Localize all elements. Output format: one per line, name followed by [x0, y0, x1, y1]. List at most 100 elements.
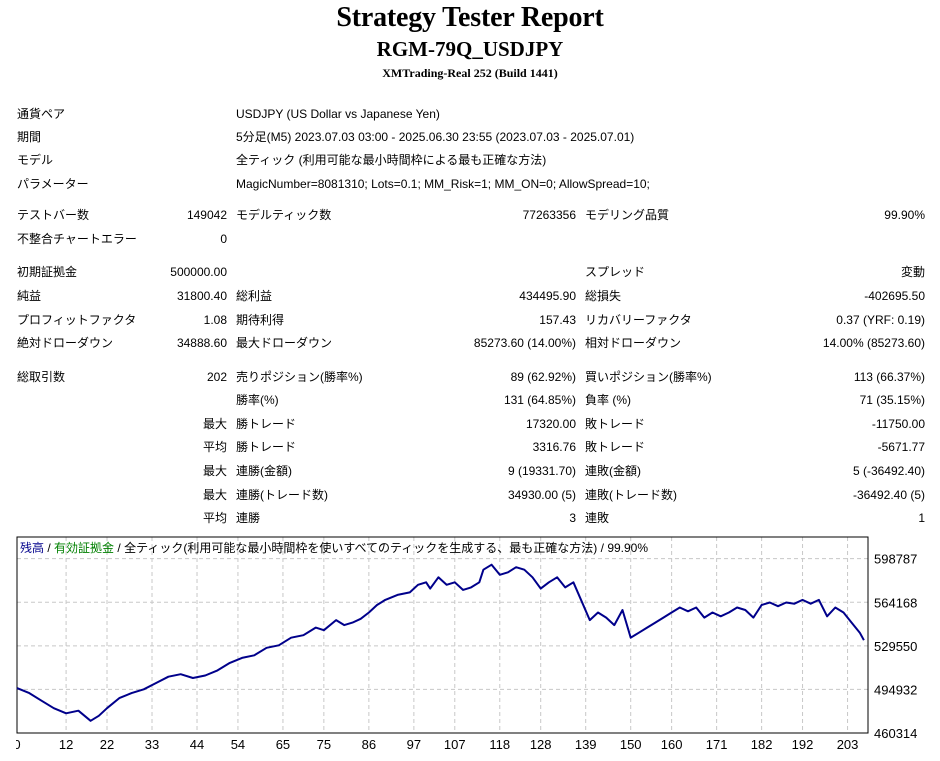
avg-win-label: 勝トレード [236, 440, 297, 454]
avg-prefix: 平均 [202, 440, 227, 454]
gross-profit-value: 434495.90 [519, 289, 576, 303]
avg-win-value: 3316.76 [532, 440, 576, 454]
bars-value: 149042 [186, 208, 227, 222]
x-tick-label: 22 [100, 737, 114, 752]
period-label: 期間 [17, 130, 42, 144]
x-tick-label: 12 [59, 737, 73, 752]
cl-trades-value: -36492.40 (5) [852, 488, 925, 502]
ticks-label: モデルティック数 [236, 208, 332, 222]
max-prefix-3: 最大 [202, 488, 227, 502]
pf-label: プロフィットファクタ [17, 313, 137, 327]
x-tick-label: 160 [661, 737, 683, 752]
legend-model: 全ティック(利用可能な最小時間枠を使いすべてのティックを生成する、最も正確な方法… [124, 540, 597, 555]
legend-balance: 残高 [20, 540, 44, 555]
chart-grid [17, 537, 868, 733]
spread-value: 変動 [900, 265, 925, 279]
model-value: 全ティック (利用可能な最小時間枠による最も正確な方法) [236, 153, 547, 167]
y-tick-label: 598787 [874, 552, 917, 567]
cl-money-value: 5 (-36492.40) [852, 464, 925, 478]
total-label: 総取引数 [17, 370, 66, 384]
legend-quality: 99.90% [607, 541, 648, 555]
ticks-value: 77263356 [522, 208, 576, 222]
balance-chart: 残高 / 有効証拠金 / 全ティック(利用可能な最小時間枠を使いすべてのティック… [16, 536, 917, 752]
chart-tick-labels: 0 12 22 33 44 54 65 75 86 97 107 118 128 139 150 160 171… [16, 552, 917, 752]
max-win-value: 17320.00 [525, 417, 576, 431]
x-tick-label: 33 [145, 737, 159, 752]
max-prefix: 最大 [202, 417, 227, 431]
avg-prefix-2: 平均 [202, 511, 227, 525]
params-value: MagicNumber=8081310; Lots=0.1; MM_Risk=1… [236, 177, 650, 191]
pair-label: 通貨ペア [17, 107, 66, 121]
max-loss-value: -11750.00 [871, 417, 925, 431]
legend-sep-1: / [44, 541, 54, 555]
period-value: 5分足(M5) 2023.07.03 03:00 - 2025.06.30 23… [236, 130, 635, 144]
y-tick-label: 564168 [874, 595, 917, 610]
deposit-value: 500000.00 [170, 265, 227, 279]
avg-loss-value: -5671.77 [877, 440, 925, 454]
net-label: 純益 [17, 289, 42, 303]
gross-profit-label: 総利益 [236, 289, 273, 303]
mismatch-label: 不整合チャートエラー [17, 232, 137, 246]
x-tick-label: 75 [317, 737, 331, 752]
x-tick-label: 54 [231, 737, 245, 752]
balance-line [16, 563, 865, 722]
report-server: XMTrading-Real 252 (Build 1441) [382, 66, 558, 80]
cw-money-label: 連勝(金額) [236, 464, 292, 478]
abs-dd-value: 34888.60 [176, 336, 227, 350]
cl-money-label: 連敗(金額) [585, 464, 641, 478]
short-label: 売りポジション(勝率%) [236, 370, 363, 384]
max-loss-label: 敗トレード [585, 417, 646, 431]
expected-value: 157.43 [539, 313, 576, 327]
avg-cw-value: 3 [569, 511, 576, 525]
legend-equity: 有効証拠金 [54, 540, 114, 555]
x-tick-label: 182 [751, 737, 773, 752]
avg-cl-label: 連敗 [585, 511, 610, 525]
report-subtitle: RGM-79Q_USDJPY [376, 37, 564, 61]
max-dd-label: 最大ドローダウン [236, 336, 333, 350]
rel-dd-label: 相対ドローダウン [585, 336, 682, 350]
loss-label: 負率 (%) [585, 393, 631, 407]
chart-legend: 残高 / 有効証拠金 / 全ティック(利用可能な最小時間枠を使いすべてのティック… [20, 540, 648, 555]
y-tick-label: 460314 [874, 726, 917, 741]
chart-series [16, 563, 865, 722]
avg-cl-value: 1 [918, 511, 925, 525]
deposit-label: 初期証拠金 [17, 265, 78, 279]
max-win-label: 勝トレード [236, 417, 297, 431]
total-value: 202 [206, 370, 227, 384]
mismatch-value: 0 [220, 232, 227, 246]
net-value: 31800.40 [176, 289, 227, 303]
x-tick-label: 171 [706, 737, 728, 752]
max-dd-value: 85273.60 (14.00%) [473, 336, 576, 350]
x-tick-label: 128 [530, 737, 552, 752]
cl-trades-label: 連敗(トレード数) [585, 488, 677, 502]
gross-loss-value: -402695.50 [864, 289, 925, 303]
avg-loss-label: 敗トレード [585, 440, 646, 454]
chart-plot-frame [16, 536, 869, 734]
abs-dd-label: 絶対ドローダウン [17, 336, 114, 350]
spread-label: スプレッド [585, 265, 646, 279]
long-label: 買いポジション(勝率%) [585, 370, 712, 384]
win-value: 131 (64.85%) [503, 393, 576, 407]
bars-label: テストバー数 [17, 208, 90, 222]
x-tick-label: 192 [792, 737, 814, 752]
recovery-value: 0.37 (YRF: 0.19) [836, 313, 925, 327]
short-value: 89 (62.92%) [510, 370, 576, 384]
x-tick-label: 44 [190, 737, 204, 752]
x-tick-label: 150 [620, 737, 642, 752]
params-label: パラメーター [17, 177, 89, 191]
x-tick-label: 86 [362, 737, 376, 752]
long-value: 113 (66.37%) [853, 370, 925, 384]
model-label: モデル [17, 153, 54, 167]
win-label: 勝率(%) [236, 393, 279, 407]
cw-money-value: 9 (19331.70) [507, 464, 576, 478]
max-prefix-2: 最大 [202, 464, 227, 478]
recovery-label: リカバリーファクタ [585, 313, 692, 327]
x-tick-label: 0 [16, 737, 21, 752]
x-tick-label: 203 [837, 737, 859, 752]
pair-value: USDJPY (US Dollar vs Japanese Yen) [236, 107, 440, 121]
x-tick-label: 107 [444, 737, 466, 752]
x-tick-label: 65 [276, 737, 290, 752]
x-tick-label: 118 [489, 737, 510, 752]
loss-value: 71 (35.15%) [859, 393, 925, 407]
y-tick-label: 529550 [874, 639, 917, 654]
